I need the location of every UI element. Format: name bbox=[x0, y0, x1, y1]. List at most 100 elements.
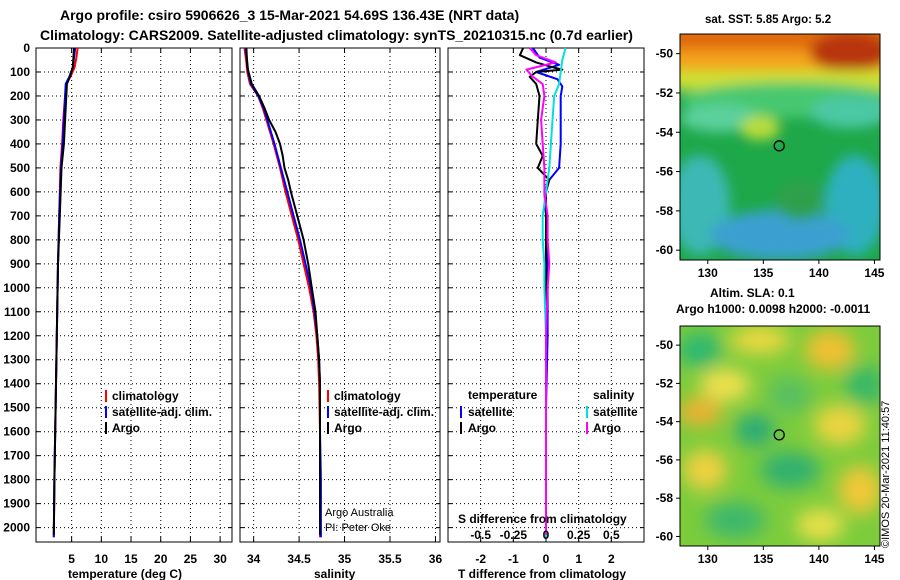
imos-credit: ©IMOS 20-Mar-2021 11:40:57 bbox=[880, 401, 892, 548]
legend-mark-climatology bbox=[105, 390, 107, 402]
depth-tick-label: 900 bbox=[10, 257, 30, 271]
temperature-x-label: temperature (deg C) bbox=[68, 567, 182, 580]
map-lon-label: 140 bbox=[809, 552, 829, 566]
depth-tick-label: 1700 bbox=[3, 449, 30, 463]
x-tick-label: 0.5 bbox=[603, 528, 620, 542]
map-lat-label: -60 bbox=[656, 243, 674, 257]
x-tick-label: 36 bbox=[429, 552, 443, 566]
depth-tick-label: 100 bbox=[10, 65, 30, 79]
legend-label-s-argo: Argo bbox=[593, 421, 621, 435]
depth-tick-label: 300 bbox=[10, 113, 30, 127]
map-lat-label: -60 bbox=[656, 529, 674, 543]
x-tick-label: 15 bbox=[124, 552, 138, 566]
legend-label-s-satellite: satellite bbox=[593, 405, 638, 419]
map-lat-label: -50 bbox=[656, 47, 674, 61]
x-tick-label: 30 bbox=[213, 552, 227, 566]
legend-title-salinity: salinity bbox=[593, 388, 635, 402]
argo-position-marker bbox=[773, 429, 785, 441]
depth-tick-label: 1600 bbox=[3, 425, 30, 439]
title-line-2: Climatology: CARS2009. Satellite-adjuste… bbox=[40, 27, 633, 43]
sla-map-subtitle: Argo h1000: 0.0098 h2000: -0.0011 bbox=[676, 302, 870, 316]
series-line-argo bbox=[52, 47, 75, 535]
salinity-legend: climatology satellite-adj. clim. Argo Ar… bbox=[325, 389, 434, 534]
legend-label-climatology: climatology bbox=[334, 389, 401, 403]
map-lon-label: 145 bbox=[864, 266, 884, 280]
x-tick-label: 10 bbox=[95, 552, 109, 566]
depth-tick-label: 1400 bbox=[3, 377, 30, 391]
depth-tick-label: 1100 bbox=[4, 305, 30, 319]
temperature-panel bbox=[35, 47, 233, 543]
legend-label-t-satellite: satellite bbox=[468, 405, 513, 419]
x-tick-label: 1 bbox=[575, 552, 582, 566]
x-tick-label: 35.5 bbox=[378, 552, 402, 566]
map-lon-label: 130 bbox=[698, 266, 718, 280]
series-line-t-argo bbox=[518, 47, 564, 535]
depth-tick-label: 200 bbox=[10, 89, 30, 103]
map-lat-label: -58 bbox=[656, 491, 674, 505]
temperature-legend: climatology satellite-adj. clim. Argo bbox=[105, 389, 212, 435]
map-lat-label: -56 bbox=[656, 453, 674, 467]
x-tick-label: 25 bbox=[184, 552, 198, 566]
annotation-argo-australia: Argo Australia bbox=[325, 507, 394, 519]
t-difference-x-label: T difference from climatology bbox=[458, 567, 626, 580]
legend-mark-climatology bbox=[327, 390, 329, 402]
depth-tick-label: 400 bbox=[10, 137, 30, 151]
legend-label-argo: Argo bbox=[334, 421, 362, 435]
map-lon-label: 135 bbox=[753, 552, 773, 566]
s-difference-x-label: S difference from climatology bbox=[458, 512, 627, 526]
map-lat-label: -54 bbox=[656, 125, 674, 139]
legend-mark-satellite bbox=[105, 406, 107, 418]
depth-tick-label: 0 bbox=[23, 41, 30, 55]
depth-tick-label: 800 bbox=[10, 233, 30, 247]
series-line-s-satellite bbox=[541, 47, 567, 538]
depth-tick-label: 700 bbox=[10, 209, 30, 223]
map-lon-label: 130 bbox=[698, 552, 718, 566]
x-tick-label: 0 bbox=[543, 552, 550, 566]
legend-mark-s-argo bbox=[586, 422, 588, 434]
x-tick-label: 0 bbox=[543, 528, 550, 542]
x-tick-label: -0.25 bbox=[500, 528, 528, 542]
legend-title-temperature: temperature bbox=[468, 388, 538, 402]
map-lat-label: -56 bbox=[656, 165, 674, 179]
x-tick-label: -1 bbox=[508, 552, 519, 566]
difference-panel bbox=[447, 47, 645, 543]
depth-tick-label: 1500 bbox=[3, 401, 30, 415]
map-lat-label: -50 bbox=[656, 338, 674, 352]
map-lat-label: -52 bbox=[656, 376, 674, 390]
series-line-argo bbox=[245, 47, 321, 535]
depth-tick-label: 2000 bbox=[3, 521, 30, 535]
legend-mark-argo bbox=[327, 422, 329, 434]
difference-legend: temperature salinity satellite Argo sate… bbox=[460, 388, 638, 435]
map-lat-label: -52 bbox=[656, 86, 674, 100]
argo-position-marker bbox=[773, 140, 785, 152]
salinity-panel bbox=[239, 47, 441, 543]
sla-map: -50 -52 -54 -56 -58 -60 130 135 140 145 bbox=[656, 325, 885, 566]
x-tick-label: 34 bbox=[247, 552, 261, 566]
x-tick-label: 0.25 bbox=[567, 528, 591, 542]
legend-label-climatology: climatology bbox=[112, 389, 179, 403]
difference-x-ticks: -2 -1 0 1 2 bbox=[475, 552, 615, 566]
depth-tick-label: 1000 bbox=[3, 281, 30, 295]
depth-tick-label: 600 bbox=[10, 185, 30, 199]
legend-mark-t-satellite bbox=[460, 406, 462, 418]
x-tick-label: -2 bbox=[475, 552, 486, 566]
legend-mark-argo bbox=[105, 422, 107, 434]
legend-label-argo: Argo bbox=[112, 421, 140, 435]
x-tick-label: -0.5 bbox=[470, 528, 491, 542]
legend-mark-t-argo bbox=[460, 422, 462, 434]
annotation-pi: PI: Peter Oke bbox=[325, 522, 391, 534]
map-lat-label: -58 bbox=[656, 204, 674, 218]
x-tick-label: 5 bbox=[68, 552, 75, 566]
salinity-difference-x-ticks: -0.5 -0.25 0 0.25 0.5 bbox=[470, 528, 620, 542]
sla-map-title: Altim. SLA: 0.1 bbox=[710, 286, 795, 300]
depth-axis-labels: 0 100 200 300 400 500 600 700 800 900 1000 1100 1200… bbox=[3, 41, 30, 535]
x-tick-label: 20 bbox=[154, 552, 168, 566]
depth-tick-label: 1300 bbox=[3, 353, 30, 367]
legend-label-satellite: satellite-adj. clim. bbox=[112, 405, 212, 419]
legend-label-t-argo: Argo bbox=[468, 421, 496, 435]
depth-tick-label: 1200 bbox=[3, 329, 30, 343]
temperature-x-ticks: 5 10 15 20 25 30 bbox=[68, 552, 227, 566]
depth-tick-label: 1900 bbox=[3, 497, 30, 511]
legend-mark-s-satellite bbox=[586, 406, 588, 418]
